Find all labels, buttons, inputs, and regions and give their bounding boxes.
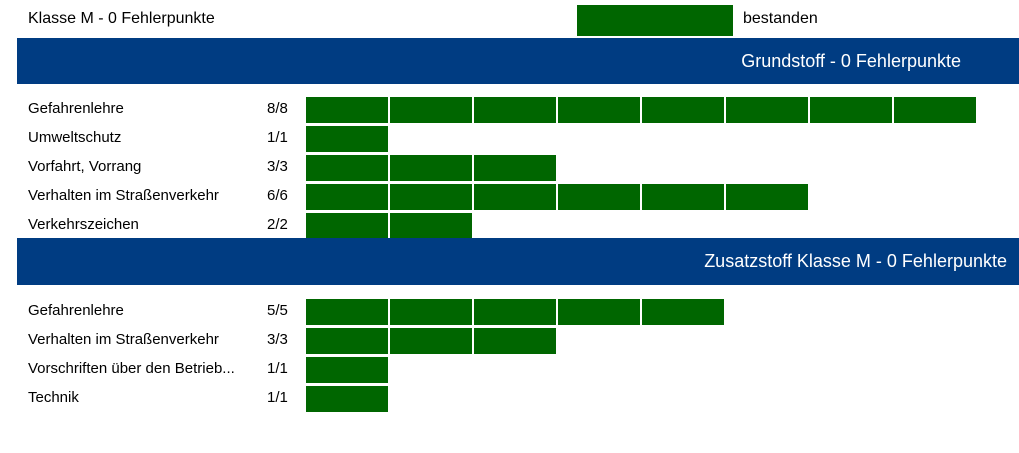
category-label: Gefahrenlehre bbox=[28, 100, 124, 117]
category-row: Gefahrenlehre 5/5 bbox=[0, 298, 1019, 327]
result-status-text: bestanden bbox=[743, 10, 818, 27]
category-score: 8/8 bbox=[267, 100, 288, 117]
category-progress-bar bbox=[306, 328, 558, 354]
category-label: Vorschriften über den Betrieb... bbox=[28, 360, 235, 377]
category-progress-bar bbox=[306, 97, 978, 123]
correct-answer-segment bbox=[474, 155, 556, 181]
category-progress-bar bbox=[306, 184, 810, 210]
correct-answer-segment bbox=[726, 97, 808, 123]
correct-answer-segment bbox=[390, 299, 472, 325]
category-label: Verhalten im Straßenverkehr bbox=[28, 187, 219, 204]
category-score: 6/6 bbox=[267, 187, 288, 204]
section-header-grundstoff: Grundstoff - 0 Fehlerpunkte bbox=[17, 38, 1019, 84]
section-title: Zusatzstoff Klasse M - 0 Fehlerpunkte bbox=[704, 251, 1007, 271]
category-score: 5/5 bbox=[267, 302, 288, 319]
category-row: Vorschriften über den Betrieb... 1/1 bbox=[0, 356, 1019, 385]
category-row: Vorfahrt, Vorrang 3/3 bbox=[0, 154, 1019, 183]
result-title: Klasse M - 0 Fehlerpunkte bbox=[28, 10, 215, 27]
correct-answer-segment bbox=[306, 299, 388, 325]
correct-answer-segment bbox=[642, 97, 724, 123]
section-title: Grundstoff - 0 Fehlerpunkte bbox=[741, 50, 961, 71]
correct-answer-segment bbox=[390, 97, 472, 123]
correct-answer-segment bbox=[474, 184, 556, 210]
correct-answer-segment bbox=[474, 97, 556, 123]
correct-answer-segment bbox=[306, 97, 388, 123]
category-progress-bar bbox=[306, 299, 726, 325]
category-row: Verhalten im Straßenverkehr 3/3 bbox=[0, 327, 1019, 356]
section-header-zusatzstoff: Zusatzstoff Klasse M - 0 Fehlerpunkte bbox=[17, 238, 1019, 285]
correct-answer-segment bbox=[306, 126, 388, 152]
correct-answer-segment bbox=[558, 184, 640, 210]
category-score: 3/3 bbox=[267, 331, 288, 348]
correct-answer-segment bbox=[558, 299, 640, 325]
correct-answer-segment bbox=[390, 184, 472, 210]
category-score: 1/1 bbox=[267, 360, 288, 377]
category-progress-bar bbox=[306, 155, 558, 181]
correct-answer-segment bbox=[894, 97, 976, 123]
category-score: 2/2 bbox=[267, 216, 288, 233]
correct-answer-segment bbox=[306, 155, 388, 181]
category-row: Gefahrenlehre 8/8 bbox=[0, 96, 1019, 125]
correct-answer-segment bbox=[306, 184, 388, 210]
correct-answer-segment bbox=[474, 328, 556, 354]
correct-answer-segment bbox=[306, 386, 388, 412]
category-progress-bar bbox=[306, 386, 390, 412]
correct-answer-segment bbox=[474, 299, 556, 325]
correct-answer-segment bbox=[306, 328, 388, 354]
category-label: Umweltschutz bbox=[28, 129, 122, 146]
correct-answer-segment bbox=[558, 97, 640, 123]
category-label: Technik bbox=[28, 389, 79, 406]
correct-answer-segment bbox=[390, 155, 472, 181]
correct-answer-segment bbox=[306, 357, 388, 383]
correct-answer-segment bbox=[642, 299, 724, 325]
category-score: 1/1 bbox=[267, 389, 288, 406]
category-progress-bar bbox=[306, 357, 390, 383]
correct-answer-segment bbox=[390, 213, 472, 239]
correct-answer-segment bbox=[306, 213, 388, 239]
correct-answer-segment bbox=[390, 328, 472, 354]
category-label: Verhalten im Straßenverkehr bbox=[28, 331, 219, 348]
correct-answer-segment bbox=[642, 184, 724, 210]
category-label: Verkehrszeichen bbox=[28, 216, 139, 233]
category-row: Verkehrszeichen 2/2 bbox=[0, 212, 1019, 241]
category-score: 3/3 bbox=[267, 158, 288, 175]
correct-answer-segment bbox=[810, 97, 892, 123]
category-label: Gefahrenlehre bbox=[28, 302, 124, 319]
category-row: Technik 1/1 bbox=[0, 385, 1019, 414]
category-progress-bar bbox=[306, 213, 474, 239]
category-row: Verhalten im Straßenverkehr 6/6 bbox=[0, 183, 1019, 212]
category-score: 1/1 bbox=[267, 129, 288, 146]
correct-answer-segment bbox=[726, 184, 808, 210]
section-rows-zusatzstoff: Gefahrenlehre 5/5 Verhalten im Straßenverk… bbox=[0, 298, 1019, 414]
category-progress-bar bbox=[306, 126, 390, 152]
result-status-indicator bbox=[577, 5, 733, 36]
category-label: Vorfahrt, Vorrang bbox=[28, 158, 142, 175]
category-row: Umweltschutz 1/1 bbox=[0, 125, 1019, 154]
section-rows-grundstoff: Gefahrenlehre 8/8 Umweltschutz 1/1 Vorfahrt,… bbox=[0, 96, 1019, 241]
